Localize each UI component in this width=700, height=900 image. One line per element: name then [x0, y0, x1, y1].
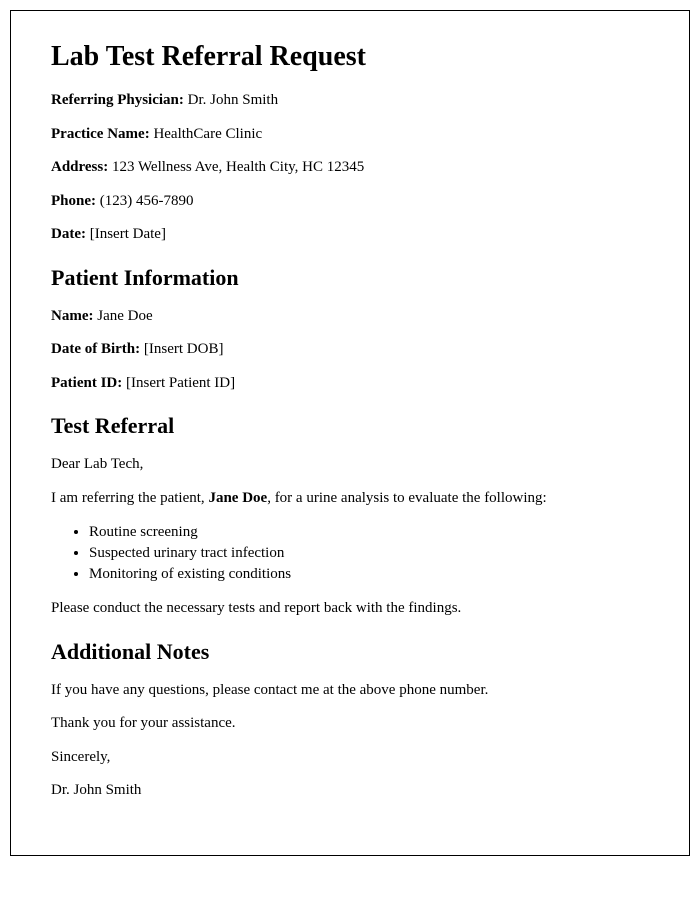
practice-field: Practice Name: HealthCare Clinic — [51, 125, 649, 145]
patient-name-field: Name: Jane Doe — [51, 307, 649, 327]
patient-name-label: Name: — [51, 308, 93, 324]
patient-dob-value: [Insert DOB] — [140, 341, 223, 357]
patient-dob-field: Date of Birth: [Insert DOB] — [51, 340, 649, 360]
closing: Sincerely, — [51, 748, 649, 768]
patient-info-heading: Patient Information — [51, 265, 649, 291]
list-item: Suspected urinary tract infection — [89, 543, 649, 564]
list-item: Routine screening — [89, 522, 649, 543]
referral-intro: I am referring the patient, Jane Doe, fo… — [51, 489, 649, 509]
list-item: Monitoring of existing conditions — [89, 564, 649, 585]
practice-value: HealthCare Clinic — [150, 126, 262, 142]
referral-reasons-list: Routine screening Suspected urinary trac… — [89, 522, 649, 585]
intro-prefix: I am referring the patient, — [51, 490, 208, 506]
salutation: Dear Lab Tech, — [51, 455, 649, 475]
date-value: [Insert Date] — [86, 226, 166, 242]
practice-label: Practice Name: — [51, 126, 150, 142]
patient-name-value: Jane Doe — [93, 308, 152, 324]
address-value: 123 Wellness Ave, Health City, HC 12345 — [108, 159, 364, 175]
physician-field: Referring Physician: Dr. John Smith — [51, 91, 649, 111]
phone-field: Phone: (123) 456-7890 — [51, 192, 649, 212]
phone-label: Phone: — [51, 193, 96, 209]
patient-dob-label: Date of Birth: — [51, 341, 140, 357]
patient-id-label: Patient ID: — [51, 375, 122, 391]
patient-id-value: [Insert Patient ID] — [122, 375, 235, 391]
phone-value: (123) 456-7890 — [96, 193, 194, 209]
intro-suffix: , for a urine analysis to evaluate the f… — [267, 490, 547, 506]
physician-label: Referring Physician: — [51, 92, 184, 108]
signature: Dr. John Smith — [51, 781, 649, 801]
address-field: Address: 123 Wellness Ave, Health City, … — [51, 158, 649, 178]
date-field: Date: [Insert Date] — [51, 225, 649, 245]
contact-line: If you have any questions, please contac… — [51, 681, 649, 701]
thanks-line: Thank you for your assistance. — [51, 714, 649, 734]
referral-instruction: Please conduct the necessary tests and r… — [51, 599, 649, 619]
intro-patient-name: Jane Doe — [208, 490, 267, 506]
patient-id-field: Patient ID: [Insert Patient ID] — [51, 374, 649, 394]
additional-notes-heading: Additional Notes — [51, 639, 649, 665]
referral-document: Lab Test Referral Request Referring Phys… — [10, 10, 690, 856]
test-referral-heading: Test Referral — [51, 413, 649, 439]
address-label: Address: — [51, 159, 108, 175]
physician-value: Dr. John Smith — [184, 92, 278, 108]
document-title: Lab Test Referral Request — [51, 41, 649, 73]
date-label: Date: — [51, 226, 86, 242]
